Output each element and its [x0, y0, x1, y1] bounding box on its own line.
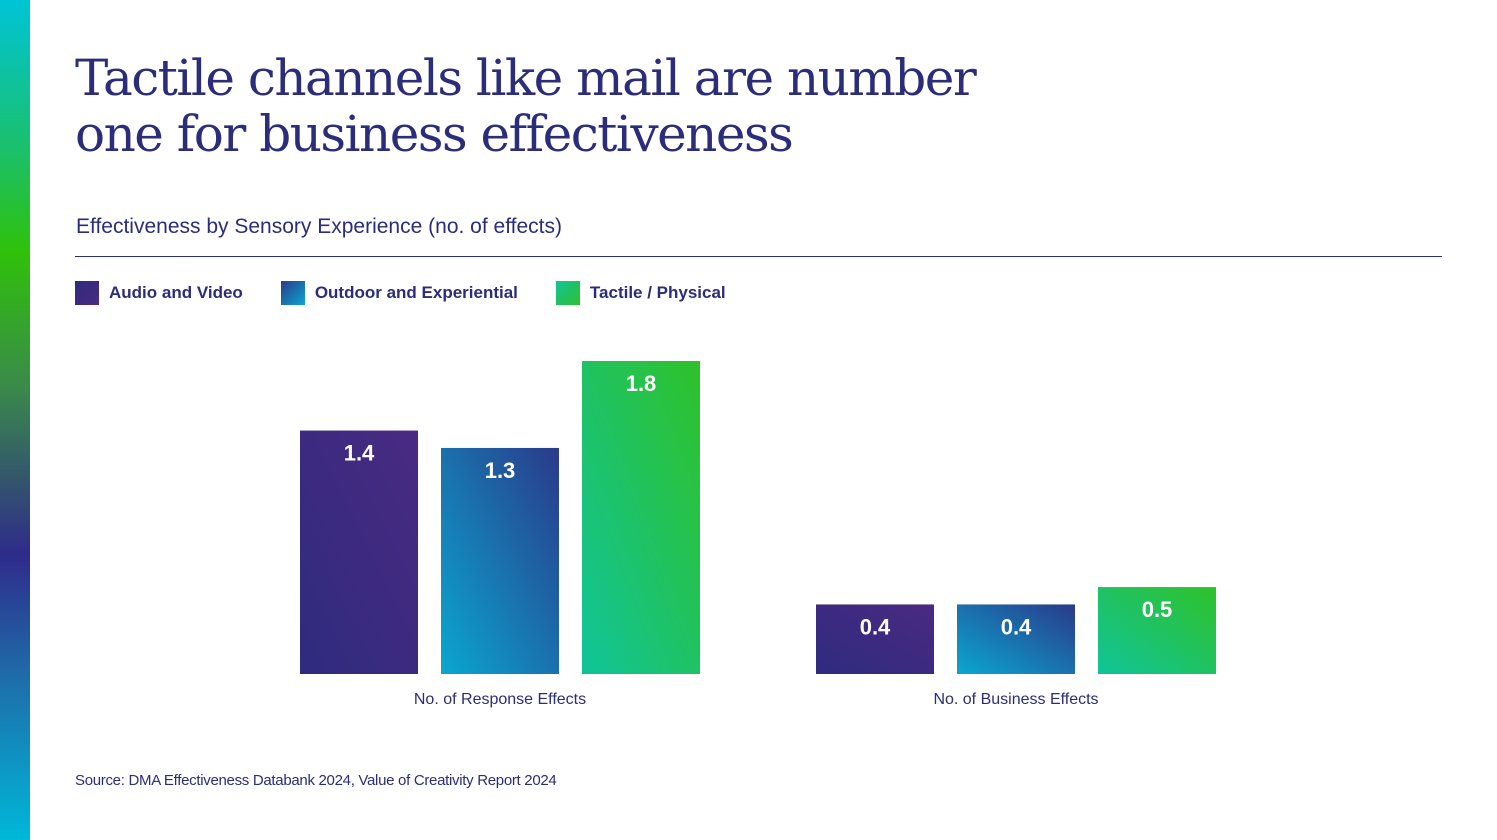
- bar-audio-video-response: [300, 430, 418, 674]
- value-label-outdoor-business: 0.4: [1001, 614, 1032, 639]
- bar-audio-video-business: [816, 604, 934, 674]
- legend-label-tactile: Tactile / Physical: [589, 283, 726, 302]
- value-label-audio-video-response: 1.4: [344, 441, 375, 466]
- value-label-outdoor-response: 1.3: [485, 458, 516, 483]
- legend-item-outdoor: Outdoor and Experiential: [280, 281, 518, 305]
- legend-item-tactile: Tactile / Physical: [555, 281, 726, 305]
- legend-swatch-tactile: [555, 281, 580, 305]
- category-label-business: No. of Business Effects: [933, 691, 1098, 708]
- bar-outdoor-business: [957, 604, 1075, 674]
- source-note: Source: DMA Effectiveness Databank 2024,…: [75, 772, 557, 789]
- bar-outdoor-response: [441, 447, 559, 674]
- category-label-response: No. of Response Effects: [414, 691, 586, 708]
- value-label-audio-video-business: 0.4: [860, 614, 891, 639]
- legend-swatch-outdoor: [280, 281, 305, 305]
- title-line-2: one for business effectiveness: [75, 105, 794, 163]
- divider: [75, 256, 1442, 257]
- value-label-tactile-response: 1.8: [626, 371, 657, 396]
- legend-label-audio-video: Audio and Video: [109, 283, 243, 302]
- subtitle-unit: (no. of effects): [428, 215, 562, 238]
- legend-swatch-audio-video: [75, 281, 99, 305]
- side-accent-bar: [0, 0, 30, 840]
- chart-subtitle: Effectiveness by Sensory Experience (no.…: [76, 215, 562, 239]
- legend-label-outdoor: Outdoor and Experiential: [314, 283, 518, 302]
- legend-item-audio-video: Audio and Video: [75, 281, 243, 305]
- title-line-1: Tactile channels like mail are number: [75, 49, 977, 107]
- page-title: Tactile channels like mail are number on…: [75, 50, 1035, 162]
- chart-legend: Audio and Video Outdoor and Experiential…: [75, 281, 764, 305]
- bar-tactile-business: [1098, 587, 1216, 674]
- value-label-tactile-business: 0.5: [1142, 597, 1173, 622]
- subtitle-main: Effectiveness by Sensory Experience: [76, 215, 423, 238]
- bar-tactile-response: [582, 361, 700, 674]
